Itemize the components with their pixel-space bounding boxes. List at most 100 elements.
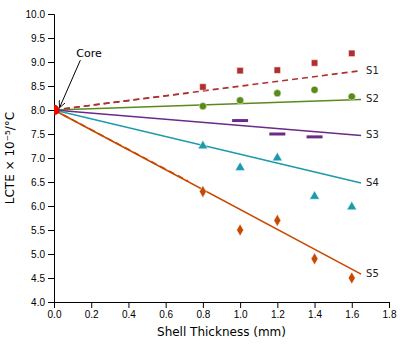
y-axis: 4.0 4.5 5.0 5.5 6.0 6.5 7.0 7.5 8.0 8.5 9.0 9.5 10.0 (26, 9, 55, 308)
tick-label: 9.0 (31, 57, 45, 68)
point (274, 67, 280, 73)
tick: 7.5 (31, 129, 54, 140)
annotation-arrow (60, 60, 81, 107)
tick-mark (48, 110, 54, 111)
tick: 6.5 (31, 177, 54, 188)
x-axis-title: Shell Thickness (mm) (157, 325, 286, 339)
series-label: S5 (366, 268, 379, 279)
point (349, 50, 355, 56)
tick-label: 4.0 (31, 297, 45, 308)
tick-label: 0.4 (122, 309, 136, 320)
point (199, 103, 206, 110)
tick: 6.0 (31, 201, 54, 212)
tick-label: 0.6 (159, 309, 173, 320)
tick: 4.5 (31, 273, 54, 284)
tick-mark (48, 206, 54, 207)
tick-mark (48, 182, 54, 183)
tick-label: 0.2 (85, 309, 99, 320)
y-axis-line (48, 15, 55, 303)
series-label: S1 (366, 65, 379, 76)
tick-label: 0.8 (196, 309, 210, 320)
tick-label: 1.6 (345, 309, 359, 320)
point (269, 133, 285, 136)
tick-mark (48, 158, 54, 159)
point (311, 86, 318, 93)
tick-mark (352, 302, 353, 308)
tick-mark (315, 302, 316, 308)
annotation: Core (76, 47, 102, 60)
tick-label: 1.8 (383, 309, 397, 320)
tick: 1.4 (308, 302, 322, 320)
point (274, 90, 281, 97)
point (200, 84, 206, 90)
tick-mark (48, 86, 54, 87)
series-label: S3 (366, 129, 379, 140)
tick: 1.2 (271, 302, 285, 320)
series-line (54, 99, 361, 110)
tick-mark (91, 302, 92, 308)
tick-mark (240, 302, 241, 308)
tick: 8.5 (31, 81, 54, 92)
tick-label: 7.0 (31, 153, 45, 164)
tick-label: 10.0 (26, 9, 46, 20)
tick-mark (203, 302, 204, 308)
chart: 0.0 0.2 0.4 0.6 0.8 1.0 1.2 1.4 1.6 1.8 4.0 4.5 5.0 5… (0, 0, 405, 344)
tick-mark (48, 302, 54, 303)
tick: 5.0 (31, 249, 54, 260)
point (311, 253, 318, 265)
tick: 1.0 (234, 302, 248, 320)
series-label: S4 (366, 177, 379, 188)
point (232, 119, 248, 122)
tick-label: 4.5 (31, 273, 45, 284)
extra-line (54, 110, 188, 181)
tick-label: 1.2 (271, 309, 285, 320)
tick-label: 8.0 (31, 105, 45, 116)
tick: 1.6 (345, 302, 359, 320)
point (310, 191, 320, 200)
series-labels: S1 S2 S3 S4 S5 (366, 65, 379, 280)
point (237, 224, 244, 236)
tick-mark (389, 302, 390, 308)
tick-label: 6.0 (31, 201, 45, 212)
point (348, 93, 355, 100)
tick-label: 1.0 (234, 309, 248, 320)
tick-label: 8.5 (31, 81, 45, 92)
tick: 0.8 (196, 302, 210, 320)
tick: 9.5 (31, 33, 54, 44)
y-axis-title: LCTE × 10⁻⁵/°C (3, 112, 17, 205)
core-point (54, 105, 59, 115)
point (347, 201, 357, 210)
tick: 0.0 (48, 302, 62, 320)
point (348, 272, 355, 284)
point (272, 152, 282, 161)
plot-area (54, 50, 361, 284)
tick: 0.4 (122, 302, 136, 320)
tick: 0.2 (85, 302, 99, 320)
tick-label: 0.0 (48, 309, 62, 320)
point (199, 186, 206, 198)
x-axis-line (55, 303, 390, 309)
point (311, 60, 317, 66)
tick-label: 5.5 (31, 225, 45, 236)
point (237, 67, 243, 73)
tick: 4.0 (31, 297, 54, 308)
tick-mark (48, 278, 54, 279)
tick-mark (166, 302, 167, 308)
point (307, 135, 323, 138)
tick-mark (128, 302, 129, 308)
series-label: S2 (366, 93, 379, 104)
tick-label: 1.4 (308, 309, 322, 320)
series-line (54, 110, 361, 274)
tick-mark (48, 230, 54, 231)
series-line (54, 71, 361, 110)
x-axis: 0.0 0.2 0.4 0.6 0.8 1.0 1.2 1.4 1.6 1.8 (48, 302, 397, 320)
tick: 1.8 (383, 302, 397, 320)
series-line (54, 110, 361, 183)
tick: 8.0 (31, 105, 54, 116)
tick: 5.5 (31, 225, 54, 236)
tick: 7.0 (31, 153, 54, 164)
tick-label: 9.5 (31, 33, 45, 44)
point (274, 214, 281, 226)
extra-line (54, 93, 188, 110)
series-line (54, 110, 361, 135)
